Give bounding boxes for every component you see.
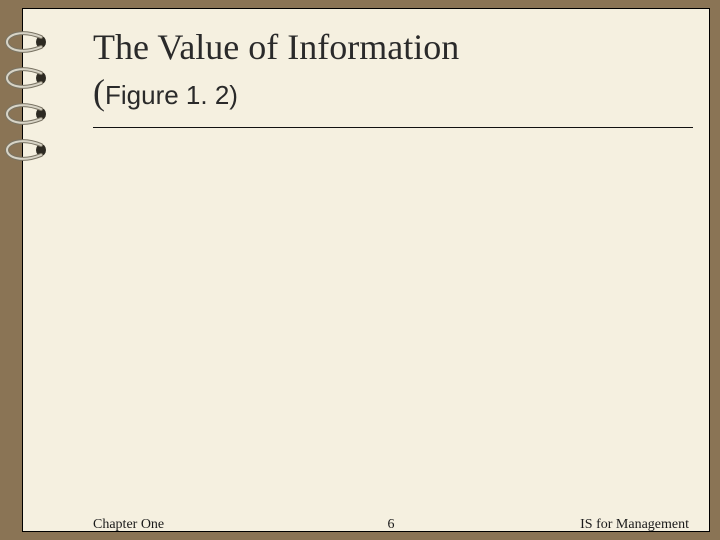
spiral-binding [3, 9, 63, 531]
slide-subtitle: Figure 1. 2) [105, 80, 238, 110]
title-paren: ( [93, 72, 105, 112]
ring-icon [3, 31, 49, 53]
title-line: The Value of Information [93, 27, 459, 67]
title-block: The Value of Information (Figure 1. 2) [93, 25, 689, 115]
footer-left: Chapter One [93, 517, 164, 533]
ring-icon [3, 67, 49, 89]
slide-paper: The Value of Information (Figure 1. 2) C… [22, 8, 710, 532]
footer-page-number: 6 [388, 517, 395, 533]
ring-icon [3, 139, 49, 161]
ring-icon [3, 103, 49, 125]
title-underline [93, 127, 693, 128]
footer-right: IS for Management [580, 517, 689, 533]
slide-title: The Value of Information (Figure 1. 2) [93, 25, 689, 115]
